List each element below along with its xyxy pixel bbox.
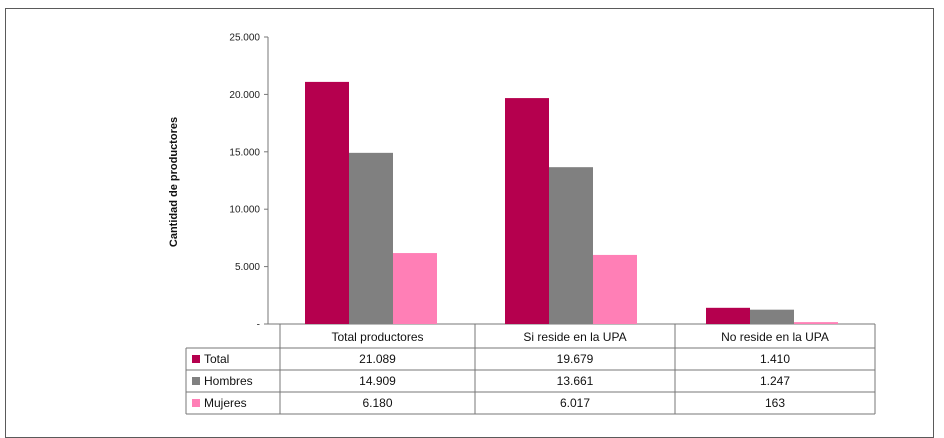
table-cell: 1.247 xyxy=(760,374,790,388)
legend-label: Mujeres xyxy=(204,396,247,410)
legend-label: Hombres xyxy=(204,374,253,388)
table-cell: 1.410 xyxy=(760,352,790,366)
table-cell: 6.017 xyxy=(560,396,590,410)
y-tick-label: 5.000 xyxy=(235,262,260,273)
y-tick-label: 15.000 xyxy=(229,147,260,158)
legend-swatch-mujeres xyxy=(192,399,200,407)
category-label: Total productores xyxy=(331,330,423,344)
bar-hombres-1 xyxy=(349,153,393,324)
table-cell: 13.661 xyxy=(557,374,594,388)
table-cell: 6.180 xyxy=(362,396,392,410)
bar-total-3 xyxy=(706,308,750,324)
table-cell: 19.679 xyxy=(557,352,594,366)
table-cell: 14.909 xyxy=(359,374,396,388)
y-tick-label: 10.000 xyxy=(229,205,260,216)
bar-mujeres-3 xyxy=(794,322,838,324)
y-tick-label: 25.000 xyxy=(229,33,260,44)
table-cell: 163 xyxy=(765,396,785,410)
category-label: No reside en la UPA xyxy=(721,330,829,344)
y-tick-label: - xyxy=(257,320,260,331)
data-table: Total productores Si reside en la UPA No r… xyxy=(186,324,875,414)
bar-hombres-3 xyxy=(750,310,794,324)
category-label: Si reside en la UPA xyxy=(523,330,626,344)
bar-total-1 xyxy=(305,82,349,324)
bar-hombres-2 xyxy=(549,167,593,324)
legend-swatch-hombres xyxy=(192,377,200,385)
legend-label: Total xyxy=(204,352,229,366)
bar-total-2 xyxy=(505,98,549,324)
table-cell: 21.089 xyxy=(359,352,396,366)
bar-mujeres-2 xyxy=(593,255,637,324)
legend-swatch-total xyxy=(192,355,200,363)
bars xyxy=(305,82,838,324)
y-axis-label: Cantidad de productores xyxy=(168,117,180,247)
bar-mujeres-1 xyxy=(393,253,437,324)
y-tick-label: 20.000 xyxy=(229,90,260,101)
